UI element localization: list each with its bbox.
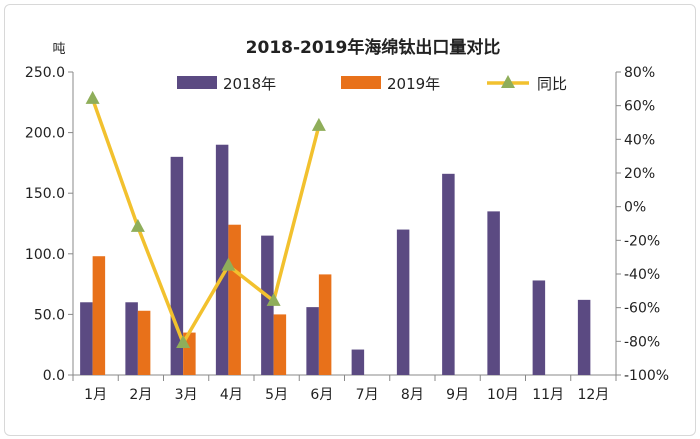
x-tick-label: 8月 bbox=[401, 387, 424, 403]
y2-tick-label: 40% bbox=[624, 132, 655, 148]
y2-tick-label: 0% bbox=[624, 200, 646, 216]
bar-2019年 bbox=[228, 224, 241, 375]
x-tick-label: 3月 bbox=[175, 387, 198, 403]
bar-2018年 bbox=[80, 302, 93, 375]
bar-2018年 bbox=[396, 229, 410, 375]
yoy-marker bbox=[85, 90, 100, 104]
bar-2018年 bbox=[532, 280, 546, 375]
y2-tick-label: -100% bbox=[624, 368, 669, 384]
y-axis-label: 吨 bbox=[52, 42, 65, 57]
bar-2018年 bbox=[306, 307, 319, 375]
legend-swatch bbox=[341, 76, 381, 89]
x-tick-label: 1月 bbox=[84, 387, 107, 403]
y-tick-label: 0.0 bbox=[43, 368, 65, 384]
bar-2019年 bbox=[137, 310, 151, 375]
bar-2018年 bbox=[577, 299, 591, 375]
bar-2019年 bbox=[318, 274, 332, 375]
y2-tick-label: -60% bbox=[624, 301, 660, 317]
y-tick-label: 50.0 bbox=[34, 307, 65, 323]
yoy-line bbox=[90, 98, 321, 348]
y2-tick-label: -20% bbox=[624, 233, 660, 249]
yoy-marker bbox=[311, 117, 326, 131]
yoy-marker bbox=[176, 335, 191, 349]
legend-swatch bbox=[177, 76, 217, 89]
y-tick-label: 150.0 bbox=[25, 186, 65, 202]
x-tick-label: 6月 bbox=[310, 387, 333, 403]
y2-tick-label: -80% bbox=[624, 334, 660, 350]
bar-2018年 bbox=[215, 144, 229, 375]
yoy-marker bbox=[130, 218, 145, 232]
y2-tick-label: 60% bbox=[624, 99, 655, 115]
y2-tick-label: 20% bbox=[624, 166, 655, 182]
bar-2018年 bbox=[351, 349, 365, 375]
x-tick-label: 10月 bbox=[487, 387, 519, 403]
bar-2018年 bbox=[125, 302, 138, 375]
x-tick-label: 5月 bbox=[265, 387, 288, 403]
bar-2018年 bbox=[442, 173, 455, 375]
x-tick-label: 9月 bbox=[446, 387, 469, 403]
x-tick-label: 2月 bbox=[129, 387, 152, 403]
bar-2019年 bbox=[273, 314, 287, 375]
chart-title: 2018-2019年海绵钛出口量对比 bbox=[246, 37, 501, 58]
bar-2018年 bbox=[487, 211, 500, 375]
legend-label: 2019年 bbox=[387, 75, 440, 93]
yoy-marker bbox=[266, 292, 281, 306]
y-tick-label: 100.0 bbox=[25, 247, 65, 263]
legend-marker bbox=[501, 75, 515, 88]
legend-label: 同比 bbox=[537, 75, 567, 93]
y-tick-label: 200.0 bbox=[25, 126, 65, 142]
bar-2019年 bbox=[92, 256, 106, 375]
x-tick-label: 4月 bbox=[220, 387, 243, 403]
y2-tick-label: -40% bbox=[624, 267, 660, 283]
chart-frame: 2018-2019年海绵钛出口量对比 吨 0.0 50.0 100.0 150.0 20… bbox=[4, 4, 696, 436]
chart: 2018-2019年海绵钛出口量对比 吨 0.0 50.0 100.0 150.0 20… bbox=[25, 37, 669, 403]
x-tick-label: 11月 bbox=[532, 387, 564, 403]
legend-label: 2018年 bbox=[223, 75, 276, 93]
y2-tick-label: 80% bbox=[624, 65, 655, 81]
y-tick-label: 250.0 bbox=[25, 65, 65, 81]
x-tick-label: 7月 bbox=[356, 387, 379, 403]
yoy-marker bbox=[221, 257, 236, 271]
x-tick-label: 12月 bbox=[577, 387, 609, 403]
